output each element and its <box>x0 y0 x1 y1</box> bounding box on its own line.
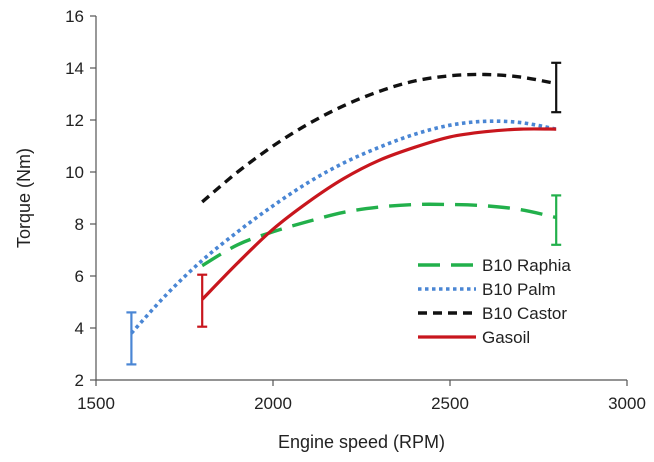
x-tick-label: 3000 <box>608 394 646 413</box>
series-line-b10-raphia <box>201 202 557 268</box>
legend-label: Gasoil <box>482 328 530 347</box>
x-tick-label: 2000 <box>254 394 292 413</box>
x-tick-label: 1500 <box>77 394 115 413</box>
legend-item: B10 Palm <box>418 280 556 299</box>
legend: B10 Raphia B10 Palm B10 Castor Gasoil <box>418 256 571 347</box>
y-tick-label: 2 <box>75 371 84 390</box>
error-bar-b10-raphia <box>551 194 562 246</box>
y-tick-label: 14 <box>65 59 84 78</box>
y-axis-ticks: 2 4 6 8 10 12 14 16 <box>65 7 96 390</box>
legend-label: B10 Raphia <box>482 256 571 275</box>
series-layer <box>130 72 557 335</box>
series-line-gasoil <box>201 127 557 301</box>
y-axis-title: Torque (Nm) <box>14 148 34 248</box>
error-bar-b10-palm <box>126 311 137 366</box>
error-bar-b10-castor <box>551 61 562 114</box>
y-tick-label: 10 <box>65 163 84 182</box>
axes <box>95 16 627 381</box>
legend-label: B10 Castor <box>482 304 567 323</box>
x-axis-title: Engine speed (RPM) <box>278 432 445 452</box>
x-tick-label: 2500 <box>431 394 469 413</box>
y-tick-label: 6 <box>75 267 84 286</box>
errorbar-layer <box>126 61 562 366</box>
legend-item: Gasoil <box>418 328 530 347</box>
legend-item: B10 Raphia <box>418 256 571 275</box>
x-axis-ticks: 1500 2000 2500 3000 <box>77 380 646 413</box>
y-tick-label: 16 <box>65 7 84 26</box>
y-tick-label: 4 <box>75 319 84 338</box>
error-bar-gasoil <box>197 273 208 328</box>
series-line-b10-palm <box>130 119 557 335</box>
series-line-b10-castor <box>201 72 557 204</box>
y-tick-label: 12 <box>65 111 84 130</box>
y-tick-label: 8 <box>75 215 84 234</box>
legend-label: B10 Palm <box>482 280 556 299</box>
legend-item: B10 Castor <box>418 304 567 323</box>
